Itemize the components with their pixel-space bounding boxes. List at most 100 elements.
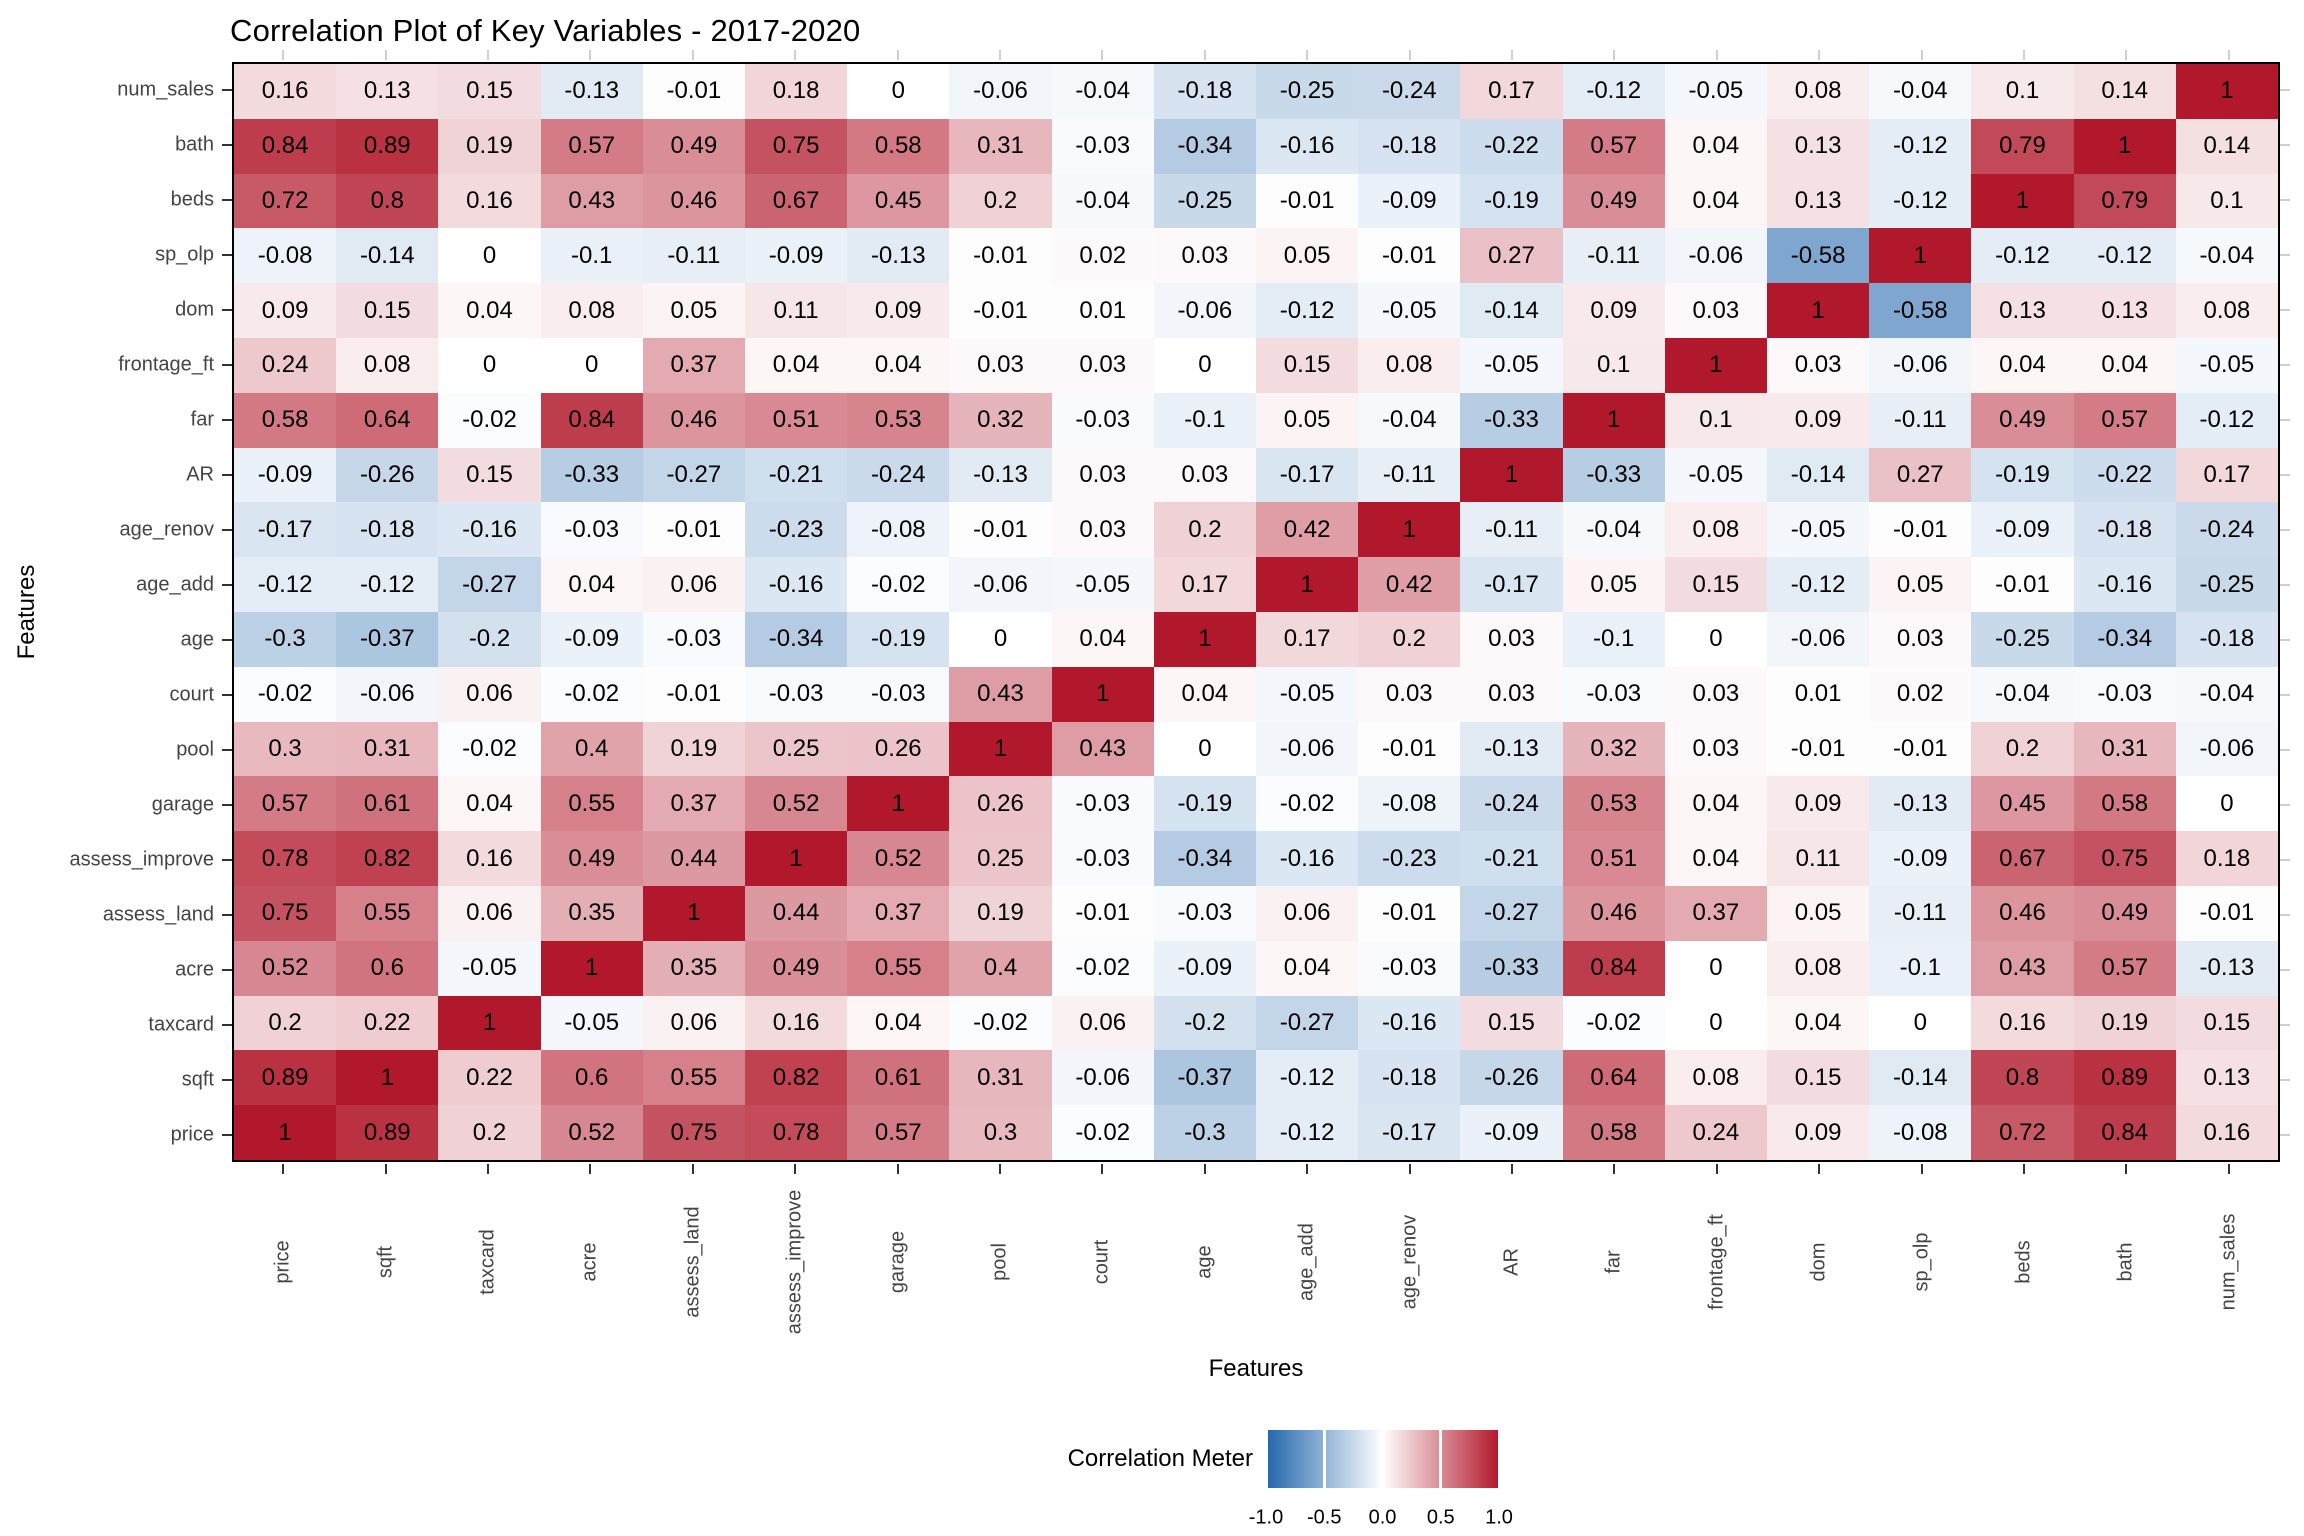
heatmap-cell: -0.06 (336, 666, 439, 722)
heatmap-cell: 0.1 (1971, 64, 2074, 119)
heatmap-cell: -0.06 (1766, 611, 1870, 667)
heatmap-cell: 0.31 (2073, 721, 2176, 777)
heatmap-cell: 0.09 (1562, 283, 1665, 338)
heatmap-cell: 0.8 (1971, 1050, 2074, 1106)
heatmap-cell: -0.16 (2073, 557, 2176, 612)
y-axis-label: garage (151, 793, 214, 815)
axis-tick (2280, 528, 2290, 531)
heatmap-cell: 0.08 (1766, 64, 1870, 119)
axis-tick (2280, 968, 2290, 971)
heatmap-cell: 0 (438, 228, 541, 284)
heatmap-cell: -0.34 (2073, 611, 2176, 667)
legend-tick (1439, 1430, 1443, 1488)
heatmap-cell: -0.37 (336, 611, 439, 667)
heatmap-cell: -0.1 (1153, 392, 1256, 448)
legend-tick (1497, 1430, 1501, 1488)
heatmap-cell: 0.89 (2073, 1050, 2176, 1106)
heatmap-cell: 0.75 (2073, 831, 2176, 886)
heatmap-cell: 1 (1153, 611, 1256, 667)
heatmap-cell: 0.08 (2175, 283, 2278, 338)
heatmap-cell: -0.16 (1255, 831, 1359, 886)
heatmap-cell: 0.75 (234, 885, 337, 941)
heatmap-cell: -0.25 (1971, 611, 2074, 667)
heatmap-cell: 0.89 (234, 1050, 337, 1106)
heatmap-cell: 0 (2175, 776, 2278, 832)
heatmap-cell: -0.13 (1460, 721, 1563, 777)
heatmap-cell: -0.25 (1255, 64, 1359, 119)
x-axis-label: garage (886, 1230, 909, 1294)
x-axis-label: age_add (1295, 1223, 1318, 1301)
heatmap-cell: -0.14 (336, 228, 439, 284)
heatmap-cell: 0.03 (1869, 611, 1972, 667)
axis-tick (2280, 1078, 2290, 1081)
heatmap-cell: 0.04 (744, 337, 848, 393)
heatmap-cell: -0.18 (1153, 64, 1256, 119)
heatmap-cell: -0.06 (1153, 283, 1256, 338)
heatmap-cell: 0.06 (642, 995, 745, 1051)
x-axis-label: price (271, 1240, 294, 1284)
heatmap-cell: -0.27 (642, 447, 745, 503)
heatmap-cell: -0.03 (1051, 392, 1154, 448)
heatmap-cell: -0.04 (1051, 64, 1154, 119)
heatmap-cell: -0.3 (1153, 1105, 1256, 1160)
axis-tick (282, 1164, 285, 1174)
axis-tick (794, 1164, 797, 1174)
chart-title: Correlation Plot of Key Variables - 2017… (230, 13, 861, 48)
heatmap-cell: -0.17 (1358, 1105, 1461, 1160)
heatmap-cell: -0.23 (744, 502, 848, 558)
heatmap-cell: 0.19 (642, 721, 745, 777)
heatmap-cell: 0.44 (642, 831, 745, 886)
axis-tick (794, 50, 797, 60)
heatmap-cell: 0.57 (540, 118, 643, 174)
heatmap-cell: -0.01 (1971, 557, 2074, 612)
axis-tick (999, 50, 1001, 60)
heatmap-cell: 0.02 (1051, 228, 1154, 284)
heatmap-cell: 0.31 (336, 721, 439, 777)
heatmap-cell: -0.14 (1460, 283, 1563, 338)
heatmap-cell: -0.33 (1460, 940, 1563, 996)
heatmap-cell: 0.79 (1971, 118, 2074, 174)
x-axis-label: far (1602, 1250, 1625, 1274)
heatmap-cell: 0.49 (744, 940, 848, 996)
x-axis-label: frontage_ft (1705, 1214, 1728, 1310)
heatmap-cell: -0.19 (1460, 173, 1563, 229)
heatmap-cell: -0.13 (1869, 776, 1972, 832)
heatmap-cell: -0.04 (2175, 666, 2278, 722)
axis-tick (1613, 50, 1616, 60)
heatmap-cell: -0.17 (1255, 447, 1359, 503)
heatmap-cell: 0.82 (744, 1050, 848, 1106)
heatmap-cell: 0 (540, 337, 643, 393)
heatmap-cell: -0.27 (438, 557, 541, 612)
heatmap-cell: 0.75 (744, 118, 848, 174)
heatmap-cell: 0.15 (336, 283, 439, 338)
heatmap-cell: 0.04 (847, 337, 950, 393)
heatmap-cell: -0.02 (438, 721, 541, 777)
heatmap-cell: 0.08 (540, 283, 643, 338)
heatmap-cell: 0.57 (2073, 940, 2176, 996)
heatmap-cell: 1 (336, 1050, 439, 1106)
axis-tick (2280, 363, 2290, 366)
heatmap-cell: -0.12 (1766, 557, 1870, 612)
heatmap-cell: -0.58 (1869, 283, 1972, 338)
axis-tick (2023, 1164, 2025, 1174)
axis-tick (896, 1164, 899, 1174)
heatmap-cell: 0.17 (1255, 611, 1359, 667)
x-axis-title: Features (1208, 1355, 1304, 1382)
axis-tick (2280, 473, 2290, 476)
heatmap-cell: 0.64 (336, 392, 439, 448)
heatmap-cell: 0.14 (2175, 118, 2278, 174)
heatmap-cell: -0.19 (1153, 776, 1256, 832)
heatmap-cell: 0.03 (1153, 447, 1256, 503)
heatmap-cell: -0.58 (1766, 228, 1870, 284)
heatmap-cell: 0 (949, 611, 1052, 667)
heatmap-cell: -0.34 (744, 611, 848, 667)
heatmap-cell: -0.11 (1460, 502, 1563, 558)
heatmap-cell: 0.55 (540, 776, 643, 832)
heatmap-cell: 1 (1869, 228, 1972, 284)
heatmap-cell: 0.04 (2073, 337, 2176, 393)
heatmap-cell: 0.72 (1971, 1105, 2074, 1160)
heatmap-cell: 0.03 (1051, 502, 1154, 558)
heatmap-cell: -0.01 (1358, 228, 1461, 284)
heatmap-cell: -0.02 (1255, 776, 1359, 832)
